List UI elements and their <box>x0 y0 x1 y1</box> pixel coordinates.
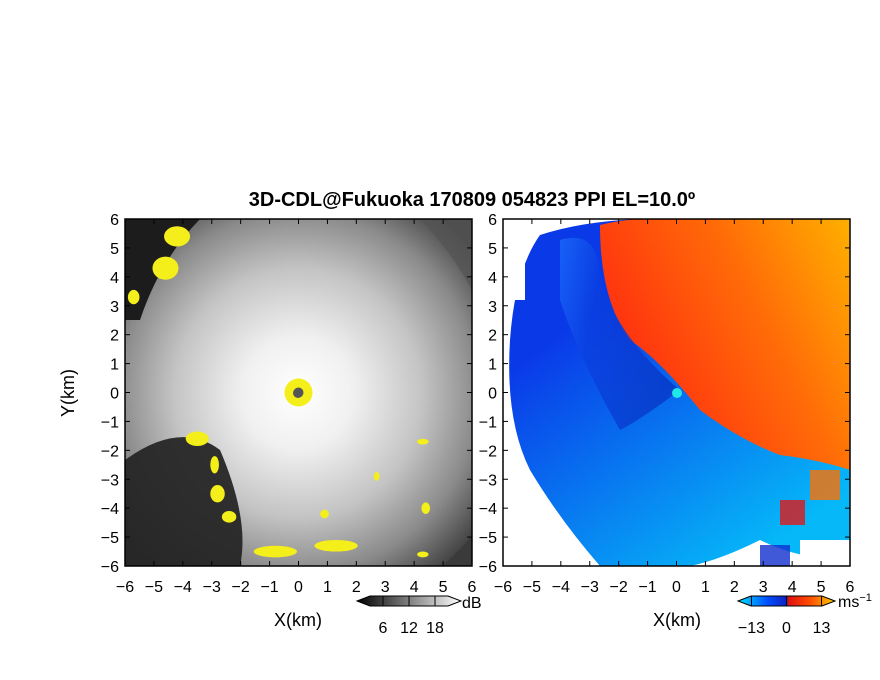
colorbar-tick-label: −13 <box>738 620 765 637</box>
colorbar-tick-label: 13 <box>813 620 831 637</box>
y-tick-label: 2 <box>110 328 119 345</box>
x-tick-label: 5 <box>817 579 826 596</box>
y-tick-label: 3 <box>110 299 119 316</box>
y-tick-label: −3 <box>101 472 119 489</box>
x-tick-label: −5 <box>523 579 541 596</box>
y-tick-label: 0 <box>110 386 119 403</box>
strong-echo-patch <box>253 545 298 558</box>
x-tick-label: 0 <box>672 579 681 596</box>
x-tick-label: 5 <box>439 579 448 596</box>
y-tick-label: 4 <box>488 270 497 287</box>
y-tick-label: −5 <box>479 530 497 547</box>
backscatter-colorbar-unit: dB <box>462 595 482 612</box>
strong-echo-patch <box>210 456 219 474</box>
y-tick-label: −6 <box>101 559 119 576</box>
strong-echo-patch <box>185 431 209 446</box>
x-tick-label: 1 <box>701 579 710 596</box>
velocity-axes: −6 −5 −4 −3 −2 −1 0 1 2 3 4 5 6 6 5 4 3 2 1 0 −1 −2 −3 −4 −5 −6 <box>479 212 855 596</box>
x-tick-label: −2 <box>232 579 250 596</box>
y-tick-label: 6 <box>488 212 497 229</box>
y-tick-label: −4 <box>101 501 119 518</box>
x-tick-label: 3 <box>759 579 768 596</box>
backscatter-colorbar: 6 12 18 dB <box>355 595 482 637</box>
strong-echo-areas <box>127 226 431 558</box>
colorbar-tick-label: 6 <box>379 620 388 637</box>
y-tick-label: 5 <box>110 241 119 258</box>
x-tick-label: −4 <box>552 579 570 596</box>
y-tick-label: −2 <box>101 443 119 460</box>
y-tick-label: 5 <box>488 241 497 258</box>
y-tick-label: 1 <box>488 357 497 374</box>
strong-echo-patch <box>164 226 191 247</box>
x-tick-label: 6 <box>468 579 477 596</box>
strong-echo-patch <box>210 485 225 503</box>
y-tick-label: −4 <box>479 501 497 518</box>
backscatter-panel: −6 −5 −4 −3 −2 −1 0 1 2 3 4 5 6 6 5 4 3 2 1 0 −1 −2 −3 −4 −5 −6 Y… <box>58 212 477 630</box>
y-tick-label: 3 <box>488 299 497 316</box>
x-tick-label: −2 <box>610 579 628 596</box>
x-tick-label: −3 <box>581 579 599 596</box>
colorbar-tick-label: 12 <box>400 620 418 637</box>
x-tick-label: 4 <box>788 579 797 596</box>
x-tick-label: −6 <box>494 579 512 596</box>
y-tick-label: 0 <box>488 386 497 403</box>
y-tick-label: 1 <box>110 357 119 374</box>
radar-site-marker-velocity <box>672 388 682 398</box>
y-tick-label: −1 <box>479 414 497 431</box>
x-tick-label: −1 <box>638 579 656 596</box>
strong-echo-patch <box>373 472 380 481</box>
x-tick-label: 0 <box>294 579 303 596</box>
x-axis-label-right: X(km) <box>653 610 701 630</box>
strong-echo-patch <box>320 509 329 519</box>
x-tick-label: 1 <box>323 579 332 596</box>
y-tick-label: −3 <box>479 472 497 489</box>
x-tick-label: −1 <box>260 579 278 596</box>
y-tick-label: −1 <box>101 414 119 431</box>
strong-echo-patch <box>314 539 358 552</box>
x-tick-label: −4 <box>174 579 192 596</box>
y-tick-label: −6 <box>479 559 497 576</box>
radar-site-marker <box>293 388 303 398</box>
x-axis-label-left: X(km) <box>274 610 322 630</box>
x-tick-label: 3 <box>381 579 390 596</box>
velocity-unit-base: ms <box>838 594 859 611</box>
strong-echo-patch <box>221 511 237 523</box>
x-tick-label: −3 <box>203 579 221 596</box>
x-tick-label: 2 <box>730 579 739 596</box>
strong-echo-patch <box>152 256 179 280</box>
x-tick-label: −5 <box>145 579 163 596</box>
x-tick-label: 4 <box>410 579 419 596</box>
y-tick-label: 2 <box>488 328 497 345</box>
colorbar-tick-label: 0 <box>782 620 791 637</box>
y-tick-label: 4 <box>110 270 119 287</box>
y-axis-label: Y(km) <box>58 369 78 417</box>
velocity-unit-exponent: −1 <box>859 592 872 604</box>
colorbar-tick-label: 18 <box>426 620 444 637</box>
backscatter-axes: −6 −5 −4 −3 −2 −1 0 1 2 3 4 5 6 6 5 4 3 2 1 0 −1 −2 −3 −4 −5 −6 <box>101 212 477 596</box>
velocity-colorbar-unit: ms−1 <box>838 592 872 611</box>
velocity-colorbar: −13 0 13 ms−1 <box>736 592 872 637</box>
x-tick-label: 6 <box>846 579 855 596</box>
x-tick-label: −6 <box>116 579 134 596</box>
figure-title: 3D-CDL@Fukuoka 170809 054823 PPI EL=10.0… <box>249 189 695 211</box>
y-tick-label: −5 <box>101 530 119 547</box>
strong-echo-patch <box>127 289 140 305</box>
velocity-panel: −6 −5 −4 −3 −2 −1 0 1 2 3 4 5 6 6 5 4 3 2 1 0 −1 −2 −3 −4 −5 −6 X… <box>479 212 855 630</box>
y-tick-label: 6 <box>110 212 119 229</box>
x-tick-label: 2 <box>352 579 361 596</box>
y-tick-label: −2 <box>479 443 497 460</box>
strong-echo-patch <box>417 551 429 558</box>
strong-echo-patch <box>421 502 431 514</box>
strong-echo-patch <box>417 438 429 445</box>
